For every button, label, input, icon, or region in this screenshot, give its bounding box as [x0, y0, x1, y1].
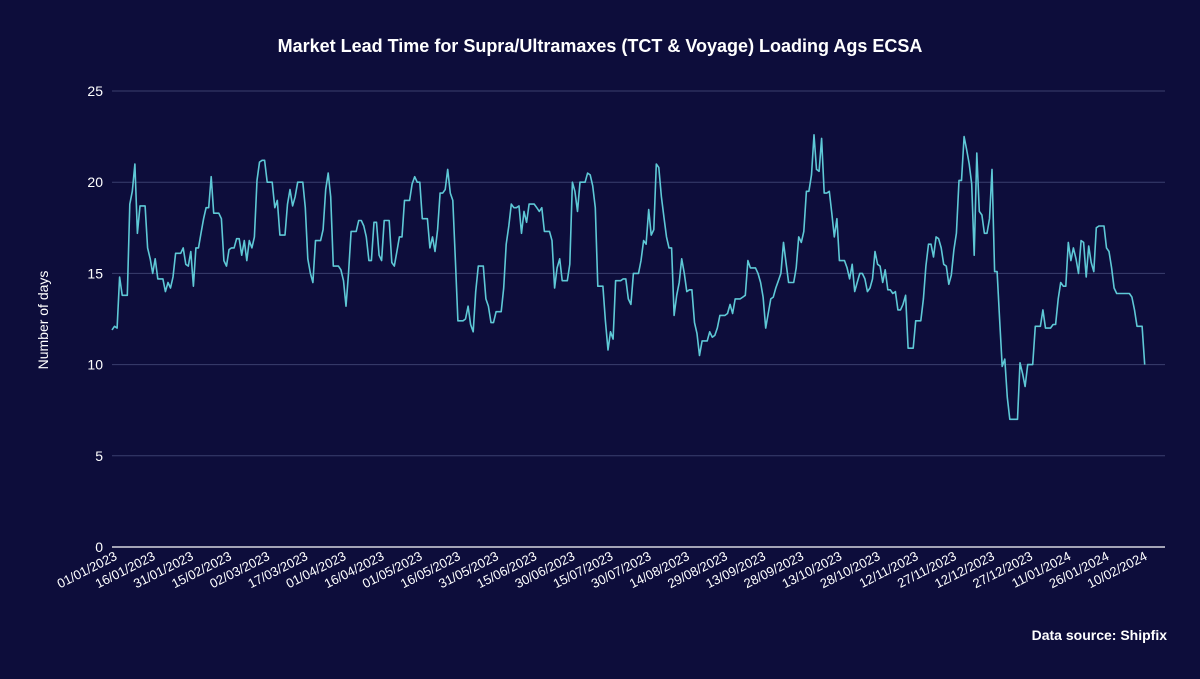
chart-title: Market Lead Time for Supra/Ultramaxes (T… — [278, 36, 923, 56]
y-tick-label: 5 — [95, 448, 103, 464]
y-tick-label: 0 — [95, 539, 103, 555]
y-tick-label: 10 — [87, 357, 103, 373]
series-line — [111, 134, 1146, 421]
gridlines — [112, 90, 1165, 548]
y-axis-ticks: 0 5 10 15 20 25 — [87, 83, 103, 555]
x-axis-ticks: 01/01/202316/01/202331/01/202315/02/2023… — [55, 548, 1150, 591]
data-source-note: Data source: Shipfix — [1032, 627, 1168, 643]
series-lines — [111, 134, 1146, 421]
y-axis-label: Number of days — [35, 271, 51, 370]
y-tick-label: 20 — [87, 174, 103, 190]
y-tick-label: 25 — [87, 83, 103, 99]
y-tick-label: 15 — [87, 265, 103, 281]
